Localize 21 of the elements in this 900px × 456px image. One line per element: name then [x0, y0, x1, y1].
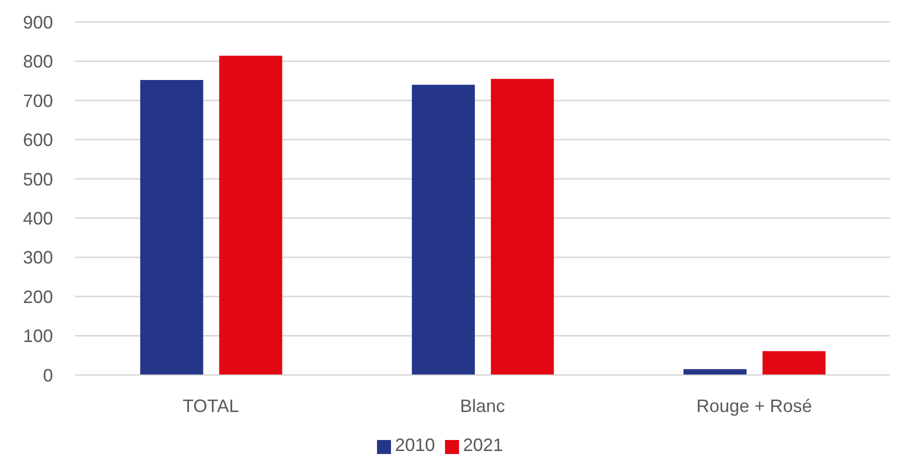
- x-tick-label: TOTAL: [182, 396, 240, 416]
- y-tick-label: 0: [42, 365, 53, 386]
- y-tick-label: 100: [22, 326, 53, 346]
- y-tick-label: 700: [22, 90, 53, 111]
- bar: [684, 369, 747, 375]
- y-tick-label: 600: [22, 130, 53, 150]
- bar: [219, 56, 282, 375]
- y-tick-label: 500: [22, 169, 53, 190]
- bar: [140, 80, 204, 375]
- y-tick-label: 200: [22, 286, 53, 307]
- y-tick-label: 400: [22, 208, 53, 228]
- x-tick-label: Blanc: [460, 396, 506, 416]
- legend-label: 2010: [394, 435, 435, 455]
- bar: [762, 351, 826, 375]
- x-tick-label: Rouge + Rosé: [696, 396, 812, 416]
- bar: [490, 78, 554, 375]
- legend-label: 2021: [463, 435, 504, 455]
- y-tick-label: 900: [22, 12, 53, 32]
- bar: [412, 84, 475, 375]
- y-tick-label: 800: [22, 52, 53, 72]
- y-tick-label: 300: [22, 248, 53, 268]
